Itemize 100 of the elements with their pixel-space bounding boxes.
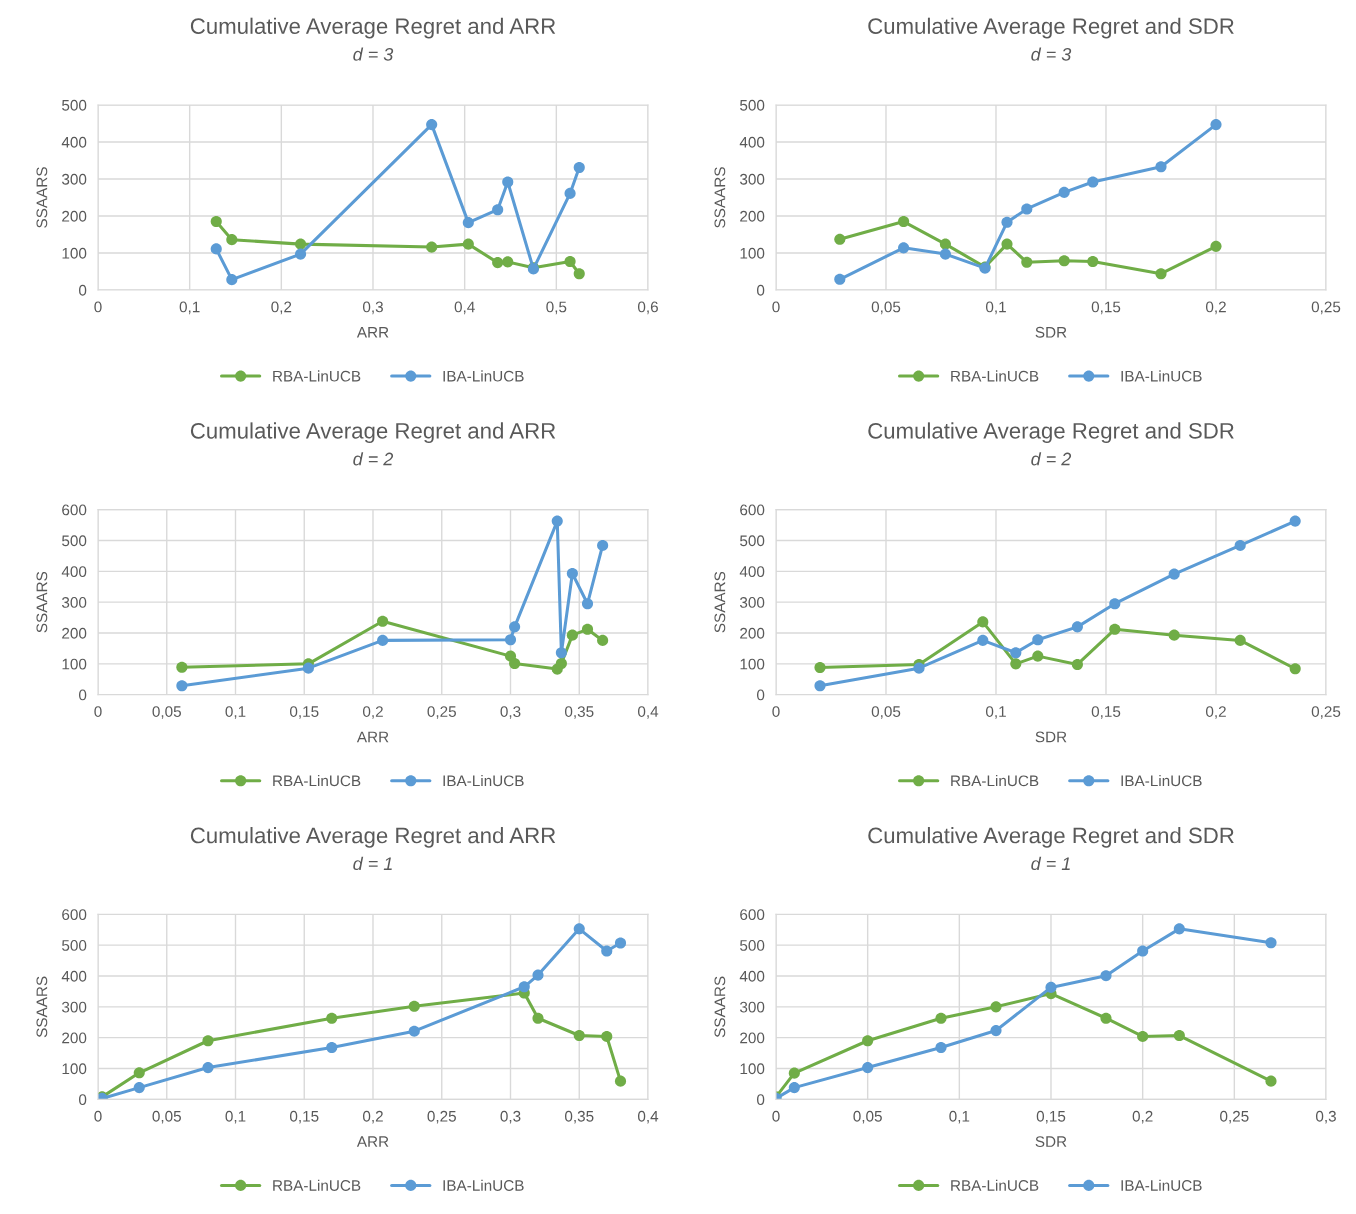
x-tick-label: 0,15 <box>1091 301 1121 315</box>
point <box>573 923 585 935</box>
chart-subtitle: d = 2 <box>1031 452 1072 466</box>
x-tick-label: 0,05 <box>853 1110 882 1124</box>
legend-label: RBA-LinUCB <box>951 775 1039 787</box>
legend-label: RBA-LinUCB <box>273 775 361 787</box>
point <box>551 515 563 527</box>
point <box>509 657 521 670</box>
point <box>408 1025 420 1037</box>
point <box>210 215 222 228</box>
point <box>990 1025 1002 1037</box>
point <box>504 634 517 646</box>
y-tick-label: 400 <box>61 136 87 148</box>
point <box>814 680 826 692</box>
x-tick-label: 0,15 <box>1091 706 1121 719</box>
point <box>597 634 609 646</box>
x-tick-label: 0,1 <box>225 1110 246 1124</box>
chart-title: Cumulative Average Regret and ARR <box>190 17 556 39</box>
x-tick-label: 0,5 <box>546 301 567 315</box>
legend-label: IBA-LinUCB <box>443 775 524 787</box>
x-tick-label: 0,3 <box>362 301 383 315</box>
legend-label: RBA-LinUCB <box>951 1179 1039 1191</box>
point <box>581 623 594 635</box>
point <box>939 248 951 260</box>
y-tick-label: 600 <box>62 909 87 921</box>
x-tick-label: 0 <box>94 706 102 717</box>
y-tick-label: 0 <box>756 284 765 296</box>
x-tick-label: 0 <box>94 301 102 313</box>
point <box>133 1082 145 1094</box>
point <box>492 257 504 269</box>
point <box>614 1075 627 1087</box>
point <box>1155 161 1167 173</box>
y-tick-label: 200 <box>740 1032 765 1044</box>
point <box>462 217 474 229</box>
point <box>1087 176 1099 188</box>
point <box>1100 970 1112 982</box>
point <box>990 1001 1002 1013</box>
chart-subtitle: d = 3 <box>353 47 394 61</box>
point <box>408 1000 420 1012</box>
x-tick-label: 0,05 <box>152 706 181 719</box>
point <box>1058 186 1070 198</box>
point <box>377 615 389 627</box>
y-tick-label: 500 <box>740 535 765 547</box>
legend-label: IBA-LinUCB <box>443 370 524 382</box>
point <box>788 1067 800 1079</box>
point <box>555 657 567 670</box>
y-axis-title: SSAARS <box>36 976 48 1038</box>
point <box>862 1035 874 1047</box>
legend-label: RBA-LinUCB <box>273 370 361 382</box>
y-tick-label: 400 <box>739 136 765 148</box>
y-tick-label: 500 <box>740 99 765 111</box>
y-axis-title: SSAARS <box>714 976 726 1038</box>
y-tick-label: 0 <box>78 689 87 701</box>
point <box>492 204 504 216</box>
point <box>581 598 594 610</box>
x-tick-label: 0,3 <box>500 706 521 719</box>
point <box>426 241 438 253</box>
y-tick-label: 0 <box>756 689 765 701</box>
chart-title: Cumulative Average Regret and SDR <box>868 422 1234 444</box>
point <box>1021 256 1033 268</box>
y-tick-label: 100 <box>62 658 87 670</box>
x-tick-label: 0,35 <box>564 1110 594 1124</box>
point <box>502 256 514 268</box>
point <box>1265 1075 1277 1087</box>
y-tick-label: 600 <box>740 504 765 516</box>
y-tick-label: 0 <box>78 1094 87 1106</box>
x-tick-label: 0 <box>772 706 780 717</box>
x-tick-label: 0,25 <box>1311 301 1341 315</box>
x-tick-label: 0,1 <box>225 706 246 719</box>
point <box>326 1012 338 1024</box>
x-tick-label: 0,25 <box>427 1110 456 1124</box>
point <box>509 621 521 633</box>
x-tick-label: 0,25 <box>1220 1110 1249 1124</box>
x-tick-label: 0,15 <box>289 1110 319 1124</box>
y-axis-title: SSAARS <box>36 167 48 228</box>
point <box>939 238 951 250</box>
x-tick-label: 0,05 <box>152 1110 181 1124</box>
point <box>1045 981 1057 993</box>
point <box>834 233 846 245</box>
legend-label: RBA-LinUCB <box>951 370 1039 382</box>
legend-label: IBA-LinUCB <box>443 1179 524 1191</box>
chart-title: Cumulative Average Regret and ARR <box>190 827 556 848</box>
x-tick-label: 0,2 <box>362 706 383 719</box>
y-tick-label: 400 <box>739 970 765 982</box>
point <box>1173 923 1185 935</box>
point <box>1173 1029 1185 1042</box>
point <box>532 969 544 981</box>
chart-subtitle: d = 3 <box>1031 47 1072 61</box>
y-tick-label: 0 <box>756 1094 765 1106</box>
point <box>573 1029 585 1042</box>
point <box>601 945 613 957</box>
y-tick-label: 400 <box>739 566 765 578</box>
x-axis-title: SDR <box>1035 1136 1067 1148</box>
y-axis-title: SSAARS <box>714 167 726 228</box>
x-tick-label: 0,4 <box>637 1110 659 1124</box>
point <box>1137 945 1149 957</box>
point <box>566 567 578 580</box>
x-tick-label: 0,1 <box>949 1110 970 1124</box>
x-tick-label: 0,2 <box>1205 301 1226 315</box>
point <box>202 1035 214 1047</box>
